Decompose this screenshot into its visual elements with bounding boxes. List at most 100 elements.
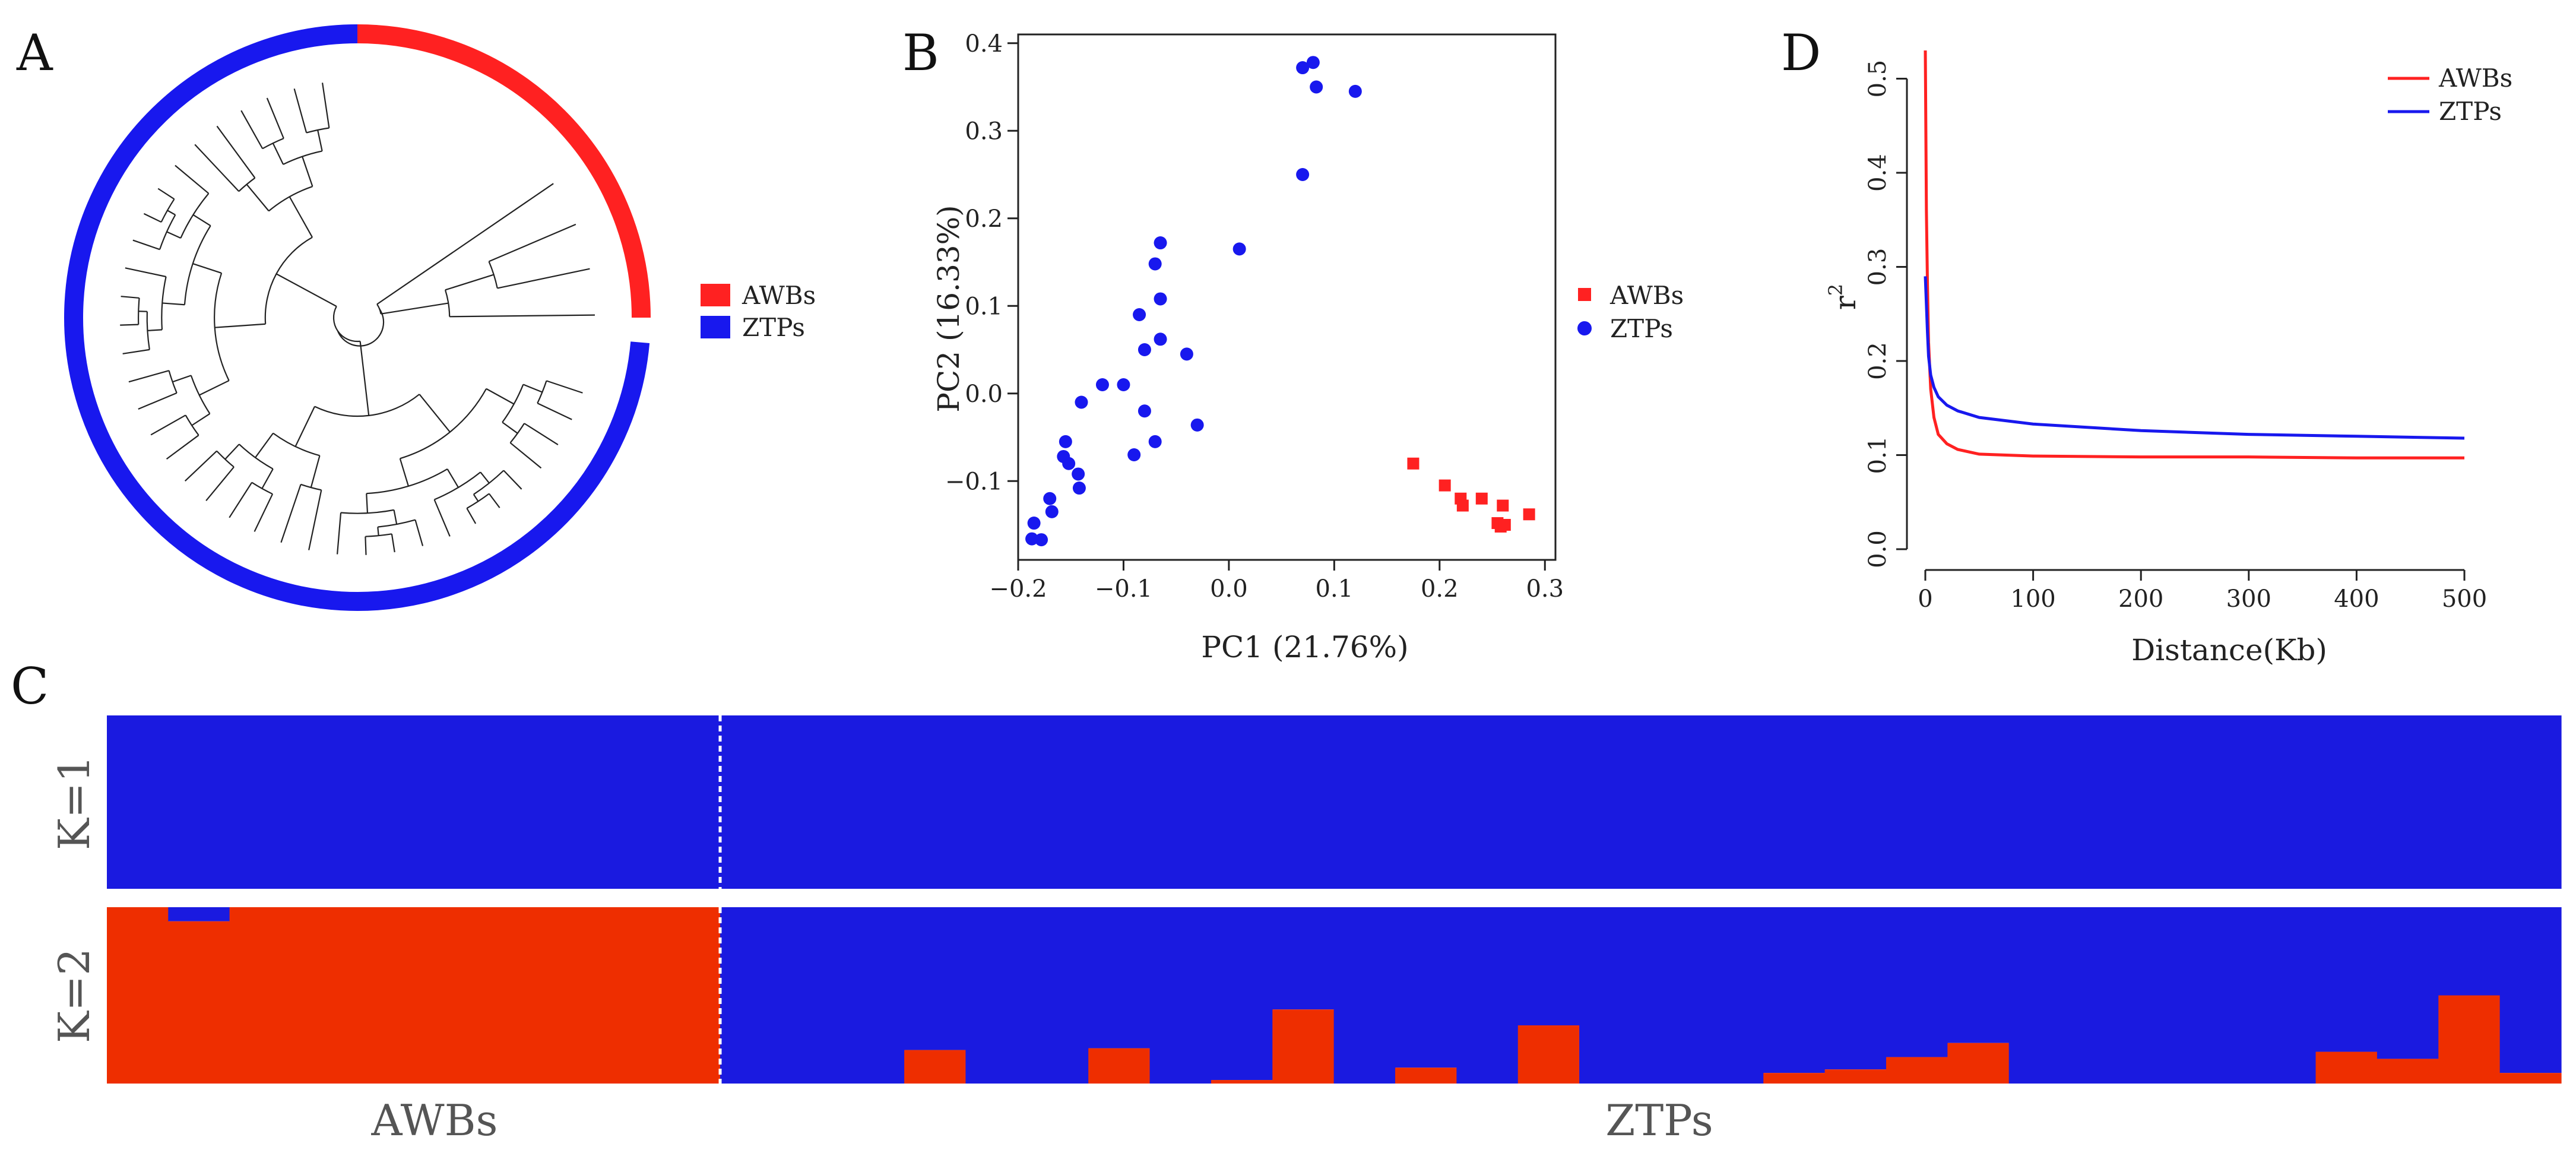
structure-bar-ztp-component	[1395, 907, 1457, 1068]
structure-bar-ztp-component	[1333, 715, 1396, 889]
tree-branch	[194, 144, 240, 192]
point-ztps	[1190, 418, 1204, 432]
tree-branch	[266, 97, 284, 139]
point-ztps	[1025, 532, 1039, 546]
y-tick-label: 0.0	[1864, 530, 1891, 568]
tree-branch	[366, 493, 369, 514]
structure-bar-ztp-component	[1579, 715, 1642, 889]
structure-bar-ztp-component	[1333, 907, 1396, 1084]
point-ztps	[1027, 517, 1041, 530]
structure-bar-awb-component	[352, 907, 414, 1084]
structure-bar-awb-component	[1272, 1009, 1335, 1084]
tree-branch	[272, 142, 284, 165]
point-ztps	[1138, 343, 1151, 356]
point-ztps	[1035, 533, 1048, 547]
tree-branch	[216, 125, 256, 179]
structure-bar-ztp-component	[2070, 715, 2133, 889]
tree-branch	[157, 188, 175, 200]
point-awbs	[1407, 457, 1420, 470]
tree-branch	[488, 493, 500, 508]
legend-marker-ztps	[1577, 321, 1592, 335]
structure-bar-ztp-component	[1211, 715, 1273, 889]
tree-branch	[399, 458, 409, 487]
x-axis-title: PC1 (21.76%)	[1201, 630, 1408, 664]
structure-bar-ztp-component	[2008, 907, 2071, 1084]
tree-branch	[261, 468, 274, 489]
structure-bar-ztp-component	[2070, 907, 2133, 1084]
series-line-awbs	[1924, 50, 2464, 460]
tree-branch	[497, 268, 590, 289]
structure-bar-ztp-component	[1702, 715, 1764, 889]
structure-bar-ztp-component	[842, 907, 905, 1084]
k1-label: K=1	[49, 755, 99, 850]
structure-bar-awb-component	[904, 1050, 967, 1084]
tree-root	[337, 308, 385, 347]
tree-branch	[359, 341, 370, 416]
structure-bar-ztp-component	[597, 715, 660, 889]
legend-marker-awbs	[1578, 288, 1591, 301]
x-tick-label: 0.3	[1526, 575, 1564, 603]
tree-arc	[365, 533, 392, 537]
panel-a-legend: AWBs ZTPs	[701, 281, 816, 342]
structure-bar-ztp-component	[904, 715, 967, 889]
panel-d-ld-decay: 0 100 200 300 400 500 0.0 0.1 0.2 0.3 0.…	[1824, 50, 2512, 667]
structure-bar-awb-component	[229, 907, 291, 1084]
point-awbs	[1438, 479, 1451, 492]
x-tick-label: 500	[2442, 585, 2487, 613]
structure-bar-ztp-component	[1824, 907, 1887, 1070]
ld-decay-lines	[1924, 50, 2465, 460]
structure-bar-ztp-component	[1211, 907, 1273, 1081]
point-ztps	[1117, 378, 1130, 391]
legend-swatch-ztps	[701, 316, 730, 338]
structure-bar-ztp-component	[781, 907, 844, 1084]
tree-branch	[150, 414, 186, 436]
y-axis-title: r2	[1824, 284, 1862, 310]
panel-letter-c: C	[11, 657, 49, 715]
structure-bar-ztp-component	[2377, 907, 2439, 1059]
structure-bar-ztp-component	[2192, 715, 2255, 889]
structure-bar-awb-component	[2377, 1059, 2439, 1084]
point-ztps	[1148, 435, 1162, 448]
point-ztps	[1133, 308, 1146, 321]
structure-bar-awb-component	[1088, 1048, 1151, 1084]
x-tick-label: 200	[2118, 585, 2163, 613]
structure-bar-ztp-component	[1272, 907, 1335, 1010]
structure-bar-awb-component	[1517, 1025, 1580, 1084]
structure-bar-awb-component	[1763, 1073, 1826, 1084]
structure-bar-ztp-component	[2131, 715, 2194, 889]
tree-branch	[275, 273, 337, 307]
structure-bar-ztp-component	[1088, 715, 1151, 889]
tree-branch	[381, 302, 449, 315]
structure-bar-awb-component	[1947, 1043, 2010, 1084]
structure-bar-ztp-component	[965, 715, 1028, 889]
structure-bar-awb-component	[597, 907, 660, 1084]
tree-branch	[191, 413, 211, 426]
tree-branch	[289, 196, 313, 238]
structure-bar-ztp-component	[1272, 715, 1335, 889]
point-ztps	[1306, 56, 1320, 69]
point-ztps	[1075, 395, 1088, 409]
structure-bar-ztp-component	[2131, 907, 2194, 1084]
tree-branch	[199, 380, 230, 396]
panel-c-structure: K=1 K=2 AWBs ZTPs	[49, 715, 2562, 1145]
structure-bar-ztp-component	[2499, 715, 2562, 889]
structure-bar-ztp-component	[2377, 715, 2439, 889]
ring-arc-ztps	[64, 24, 650, 611]
point-ztps	[1180, 347, 1193, 361]
tree-branch	[445, 274, 495, 291]
tree-branch	[122, 349, 150, 354]
tree-arc	[434, 471, 481, 501]
tree-branch	[192, 214, 211, 227]
tree-branch	[128, 370, 169, 383]
structure-bar-ztp-component	[720, 907, 782, 1084]
point-ztps	[1059, 435, 1072, 448]
structure-bar-awb-component	[168, 921, 230, 1084]
tree-arc	[160, 198, 175, 223]
x-tick-label: 400	[2334, 585, 2379, 613]
structure-bar-ztp-component	[965, 907, 1028, 1084]
tree-branch	[280, 484, 302, 543]
tree-branch	[167, 210, 176, 216]
plot-frame	[1017, 33, 1557, 561]
tree-branch	[414, 520, 424, 546]
point-ztps	[1310, 80, 1323, 94]
